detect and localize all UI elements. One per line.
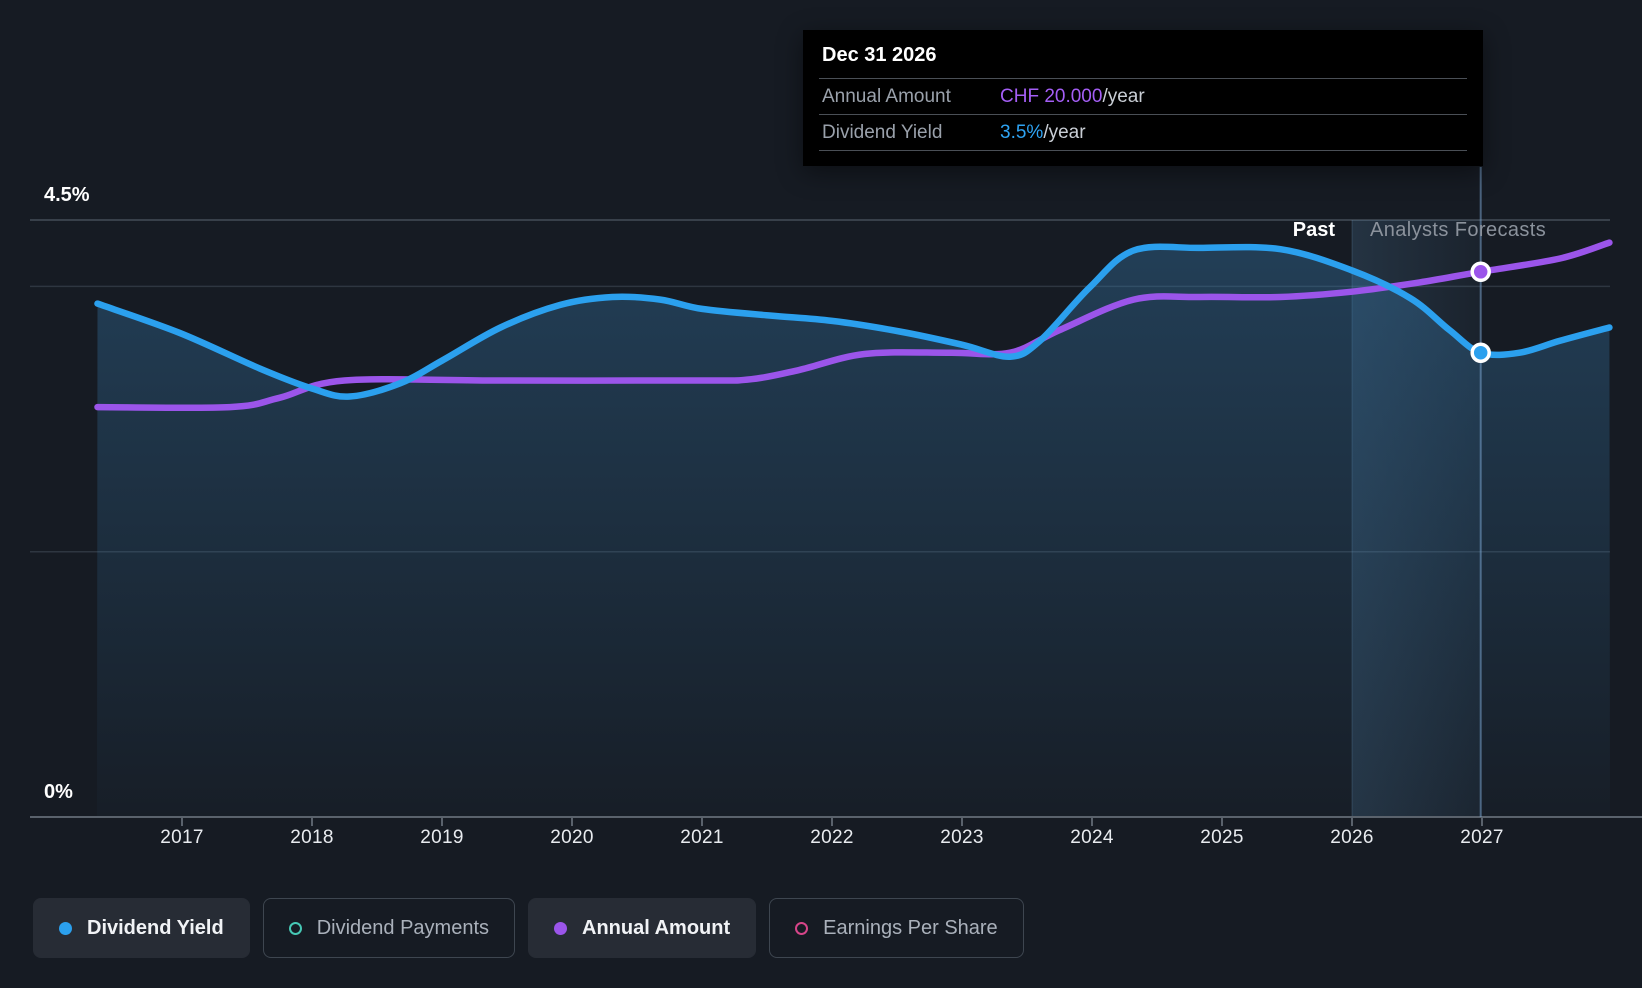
legend-item-annual-amount[interactable]: Annual Amount	[528, 898, 757, 958]
x-axis-label-2023: 2023	[940, 827, 984, 848]
x-axis-label-2018: 2018	[290, 827, 334, 848]
tooltip-row-dividend-yield: Dividend Yield 3.5%/year	[819, 115, 1467, 151]
x-axis-label-2025: 2025	[1200, 827, 1244, 848]
x-axis-label-2019: 2019	[420, 827, 464, 848]
x-axis-label-2017: 2017	[160, 827, 204, 848]
tooltip-value: 3.5%/year	[1000, 121, 1086, 143]
analysts-forecasts-region-label: Analysts Forecasts	[1370, 219, 1547, 241]
x-axis-label-2027: 2027	[1460, 827, 1504, 848]
legend-label: Dividend Yield	[87, 916, 224, 939]
dividend-yield-line	[94, 243, 1613, 400]
legend-item-dividend-payments[interactable]: Dividend Payments	[262, 898, 516, 958]
hover-markers	[1470, 261, 1491, 363]
legend-label: Annual Amount	[582, 916, 731, 939]
x-axis-label-2021: 2021	[680, 827, 724, 848]
dividend-yield-area	[97, 246, 1610, 817]
marker-annual-amount	[1470, 261, 1491, 283]
hover-tooltip: Dec 31 2026 Annual Amount CHF 20.000/yea…	[803, 30, 1483, 166]
tooltip-row-annual-amount: Annual Amount CHF 20.000/year	[819, 79, 1467, 115]
y-axis-min-label: 0%	[44, 781, 73, 803]
tooltip-label: Dividend Yield	[822, 121, 943, 143]
x-axis-ticks	[181, 818, 1483, 826]
dividend-yield-dot-icon	[59, 921, 72, 935]
x-axis-label-2020: 2020	[550, 827, 594, 848]
x-axis-label-2026: 2026	[1330, 827, 1374, 848]
legend-label: Dividend Payments	[316, 916, 490, 939]
past-region-label: Past	[1292, 219, 1335, 241]
y-axis-max-label: 4.5%	[44, 184, 90, 206]
earnings-per-share-ring-icon	[795, 921, 809, 935]
marker-dividend-yield	[1470, 342, 1491, 363]
legend-item-dividend-yield[interactable]: Dividend Yield	[33, 898, 250, 958]
tooltip-label: Annual Amount	[822, 85, 951, 107]
tooltip-date: Dec 31 2026	[819, 30, 1467, 79]
x-axis-label-2022: 2022	[810, 827, 854, 848]
x-axis-label-2024: 2024	[1070, 827, 1114, 848]
annual-amount-dot-icon	[554, 921, 568, 935]
legend-item-earnings-per-share[interactable]: Earnings Per Share	[769, 898, 1024, 958]
tooltip-value: CHF 20.000/year	[1000, 85, 1145, 107]
legend-label: Earnings Per Share	[823, 916, 998, 939]
chart-legend: Dividend Yield Dividend Payments Annual Am…	[33, 898, 1024, 958]
dividend-payments-ring-icon	[288, 921, 302, 935]
